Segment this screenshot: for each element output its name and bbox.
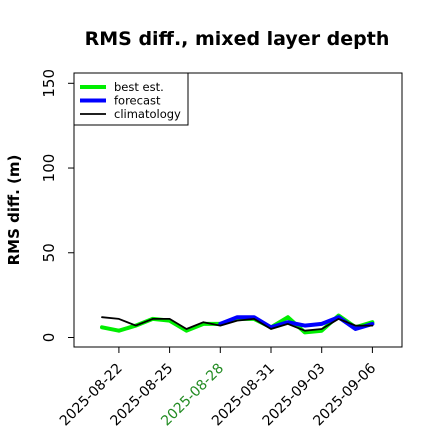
series-layer bbox=[100, 313, 375, 335]
plot-frame bbox=[73, 72, 403, 348]
chart-title: RMS diff., mixed layer depth bbox=[85, 28, 390, 50]
y-tick-label: 100 bbox=[40, 154, 58, 183]
x-axis: 2025-08-222025-08-252025-08-282025-08-31… bbox=[57, 347, 379, 429]
y-axis: 0 50 100 150 bbox=[40, 69, 74, 342]
y-tick-label: 50 bbox=[40, 243, 58, 262]
y-tick-label: 0 bbox=[40, 333, 58, 343]
legend-label: climatology bbox=[114, 107, 181, 121]
y-tick-label: 150 bbox=[40, 69, 58, 98]
series-line-2 bbox=[101, 316, 374, 332]
legend-label: best est. bbox=[114, 80, 164, 94]
y-axis-label: RMS diff. (m) bbox=[5, 155, 23, 266]
legend-label: forecast bbox=[114, 94, 161, 108]
